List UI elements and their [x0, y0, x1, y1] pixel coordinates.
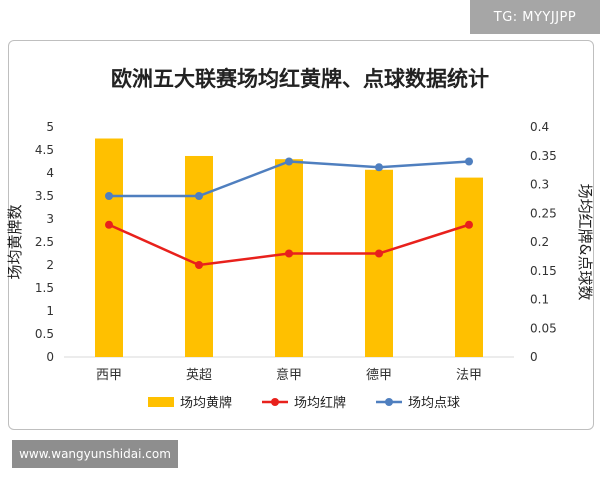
bar — [185, 155, 213, 357]
y-tick-label: 0 — [46, 350, 54, 364]
y2-tick-label: 0 — [530, 350, 538, 364]
bar — [365, 169, 393, 357]
watermark-top: TG: MYYJJPP — [470, 0, 600, 34]
y-tick-label: 2.5 — [35, 235, 54, 249]
legend-marker — [385, 398, 393, 406]
y-tick-label: 5 — [46, 120, 54, 134]
y-tick-label: 4.5 — [35, 143, 54, 157]
legend-marker — [271, 398, 279, 406]
data-point — [105, 192, 113, 200]
x-tick-label: 德甲 — [366, 368, 392, 383]
chart-title: 欧洲五大联赛场均红黄牌、点球数据统计 — [111, 67, 489, 91]
y2-axis-label: 场均红牌&点球数 — [576, 184, 594, 301]
y-tick-label: 0.5 — [35, 327, 54, 341]
y2-tick-label: 0.1 — [530, 293, 549, 307]
bar — [455, 177, 483, 357]
data-point — [465, 157, 473, 166]
data-point — [285, 249, 293, 258]
data-point — [375, 163, 383, 172]
y-axis-label: 场均黄牌数 — [6, 204, 24, 279]
data-point — [465, 220, 473, 229]
bar — [95, 138, 123, 357]
y2-tick-label: 0.25 — [530, 206, 557, 220]
data-point — [105, 220, 113, 229]
data-point — [285, 157, 293, 166]
y-tick-label: 2 — [46, 258, 54, 272]
legend-swatch — [148, 397, 174, 407]
data-point — [375, 249, 383, 258]
y2-tick-label: 0.05 — [530, 321, 557, 335]
y-tick-label: 1 — [46, 304, 54, 318]
data-point — [195, 261, 203, 269]
y-tick-label: 3 — [46, 212, 54, 226]
x-tick-label: 西甲 — [96, 368, 122, 383]
y-tick-label: 4 — [46, 166, 54, 180]
bar — [275, 159, 303, 357]
y-tick-label: 1.5 — [35, 281, 54, 295]
x-tick-label: 意甲 — [276, 367, 302, 383]
legend-label: 场均点球 — [408, 396, 460, 411]
x-tick-label: 法甲 — [456, 368, 482, 383]
y2-tick-label: 0.4 — [530, 120, 549, 134]
data-point — [195, 192, 203, 200]
y2-tick-label: 0.15 — [530, 264, 557, 278]
y-tick-label: 3.5 — [35, 189, 54, 203]
y2-tick-label: 0.3 — [530, 178, 549, 192]
legend-label: 场均红牌 — [294, 395, 346, 411]
watermark-bottom: www.wangyunshidai.com — [12, 440, 178, 468]
x-tick-label: 英超 — [186, 368, 212, 383]
y2-tick-label: 0.35 — [530, 149, 557, 163]
legend-label: 场均黄牌 — [180, 395, 232, 411]
y2-tick-label: 0.2 — [530, 235, 549, 249]
